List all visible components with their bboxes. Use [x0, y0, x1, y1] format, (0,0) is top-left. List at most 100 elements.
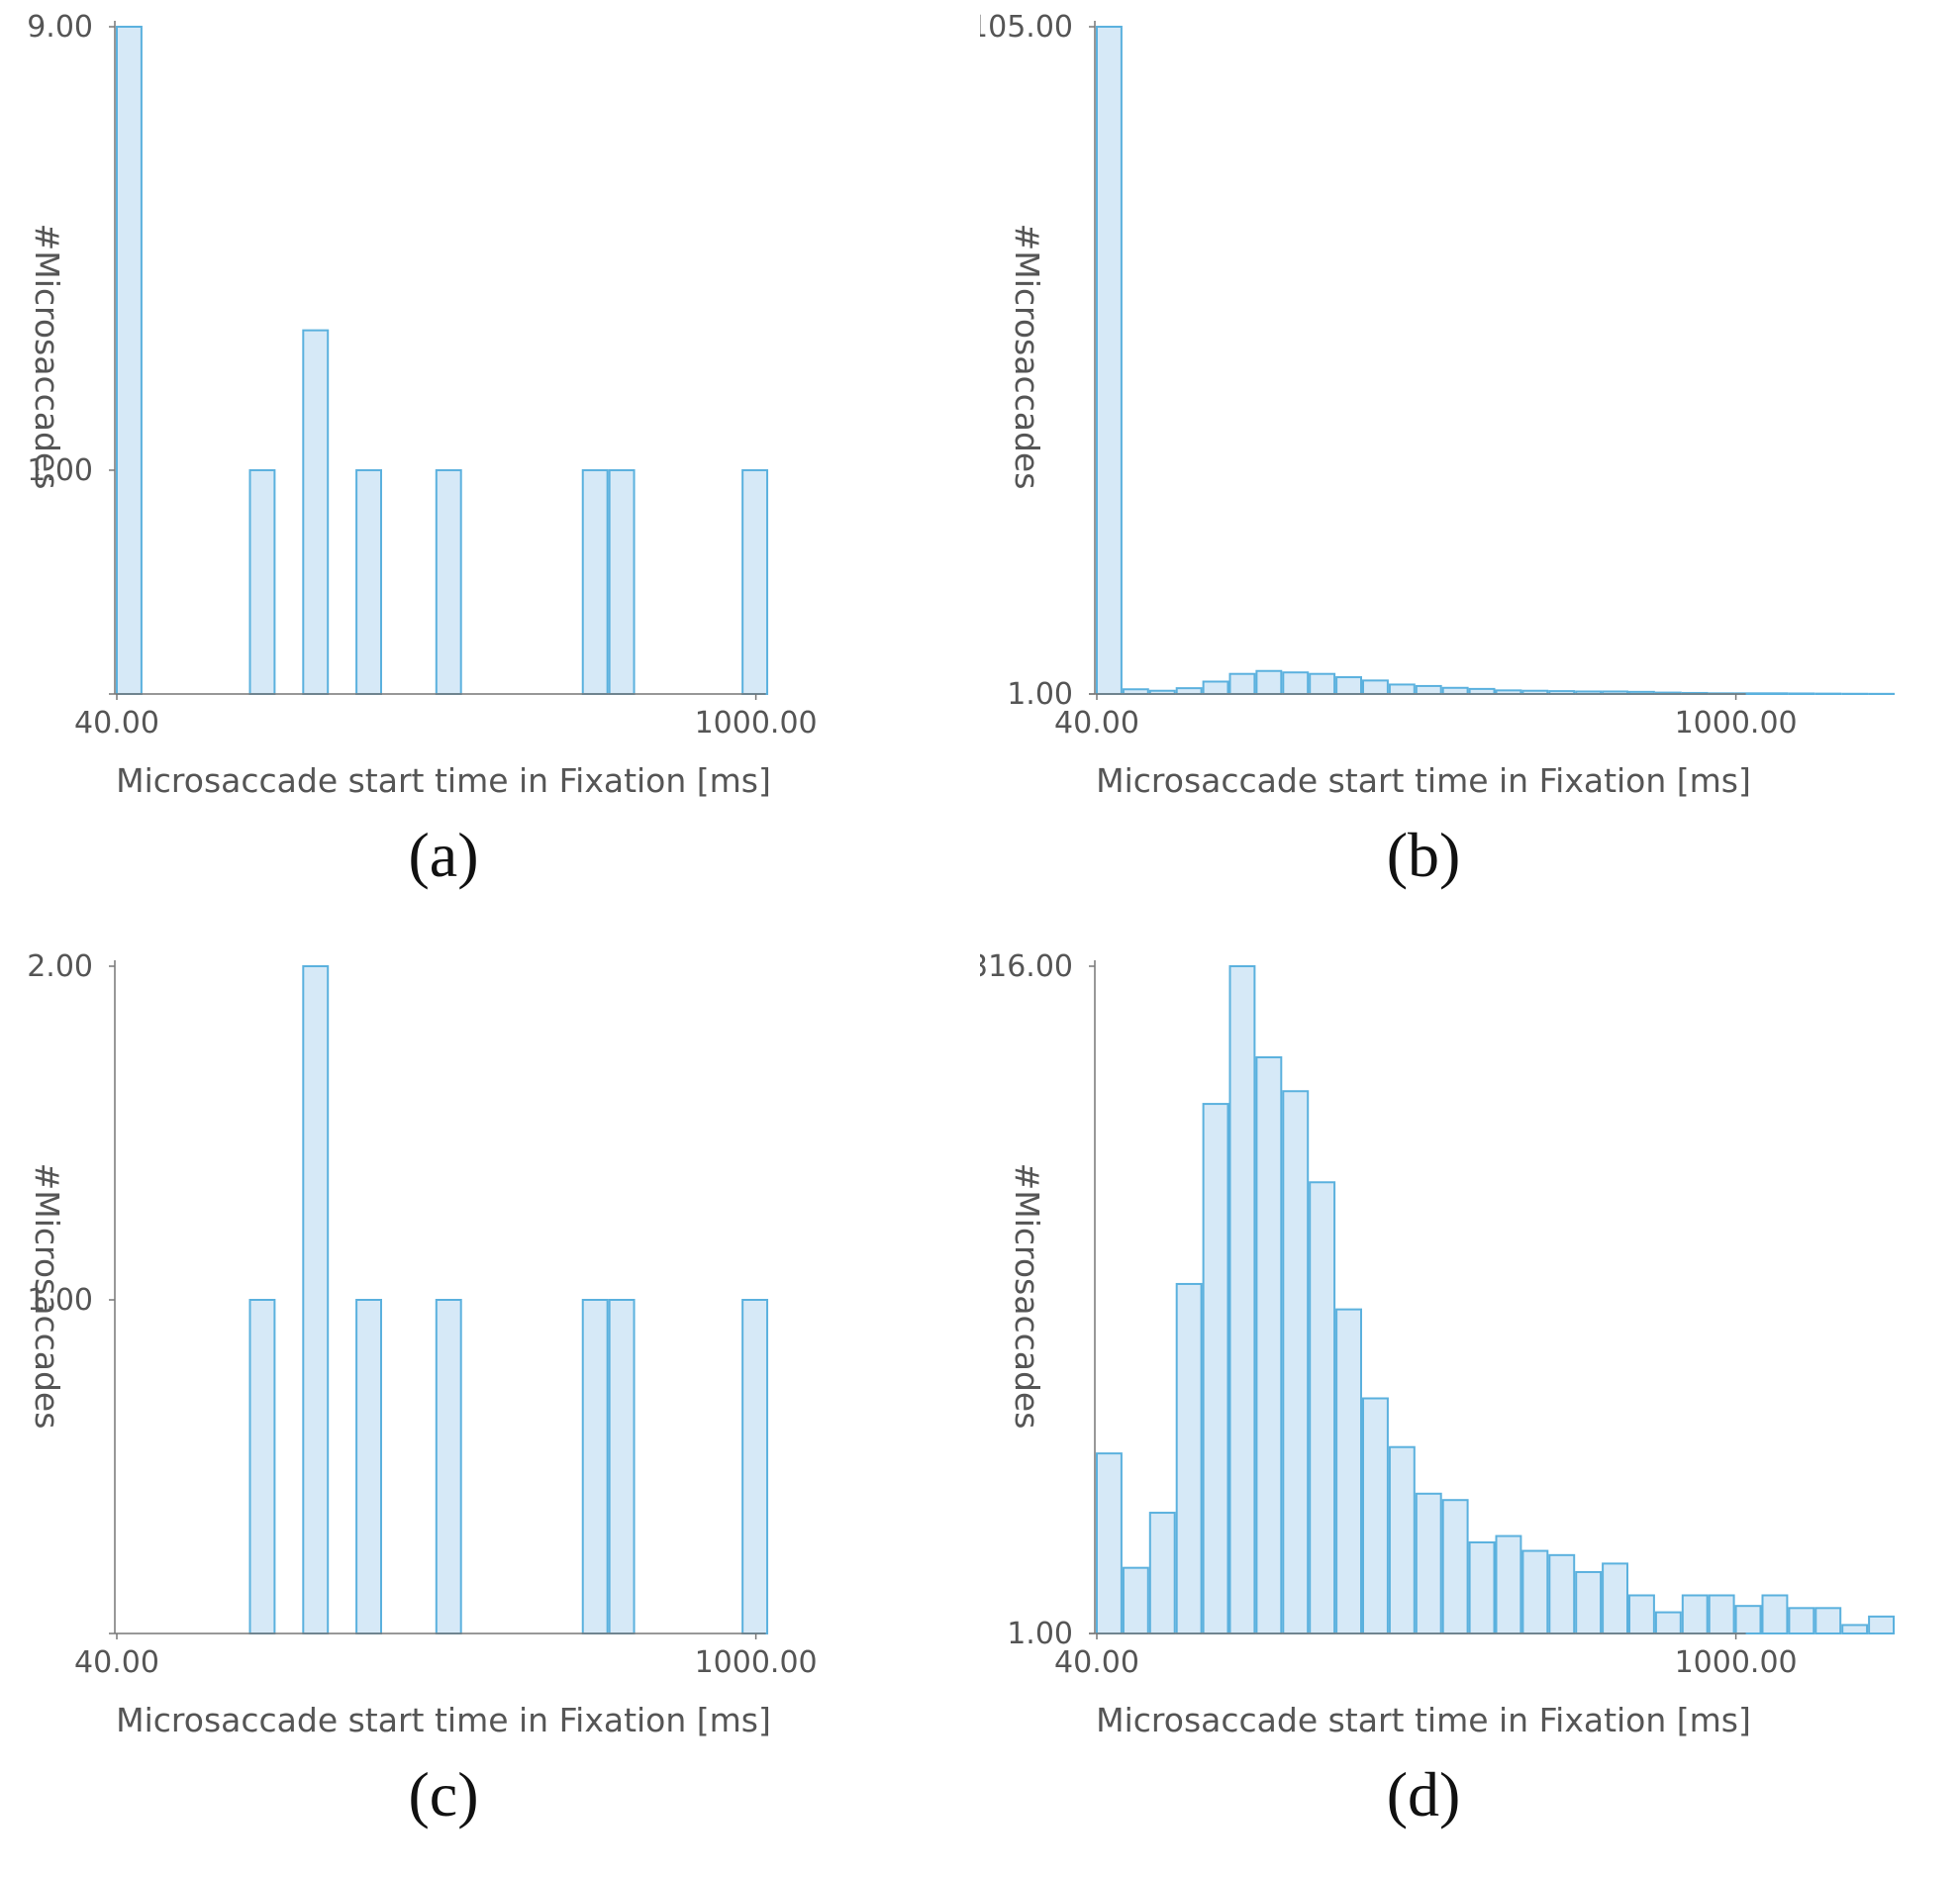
histogram-bar [1495, 1534, 1522, 1635]
histogram-bar [1521, 1549, 1549, 1634]
y-tick-label: 1.00 [27, 1283, 93, 1318]
histogram-bar [1309, 1181, 1336, 1634]
y-axis-title: #Microsaccades [1008, 1163, 1046, 1430]
histogram-bar [1548, 1553, 1576, 1635]
histogram-bar [1681, 1594, 1709, 1634]
bars-group [248, 965, 769, 1634]
y-axis-title: #Microsaccades [28, 224, 66, 490]
histogram-bar [1788, 1607, 1815, 1635]
histogram-bar [1122, 1566, 1149, 1634]
histogram-bar [1841, 1624, 1869, 1635]
histogram-bar [1175, 687, 1203, 696]
histogram-bar [581, 468, 609, 695]
histogram-bar [1175, 1282, 1203, 1634]
y-tick-label: 9.00 [27, 10, 93, 45]
chart-a: 9.00 1.00 40.00 1000.00 Microsaccade start t… [27, 10, 818, 890]
histogram-bar [1255, 1056, 1283, 1634]
histogram-bar [302, 329, 330, 695]
y-tick-label: 316.00 [980, 949, 1073, 984]
histogram-bar [1388, 683, 1416, 696]
histogram-bar [1282, 1090, 1310, 1635]
histogram-bar [1335, 676, 1363, 695]
chart-c: 2.00 1.00 40.00 1000.00 Microsaccade start t… [27, 949, 818, 1830]
histogram-bar [1282, 671, 1310, 695]
histogram-bar [1468, 687, 1496, 696]
histogram-bar [741, 468, 769, 695]
x-tick-label: 40.00 [1054, 1645, 1139, 1680]
histogram-bar [1441, 686, 1469, 696]
histogram-bar [1228, 672, 1256, 696]
y-tick-label: 1.00 [27, 453, 93, 488]
histogram-bar [1309, 672, 1336, 696]
histogram-bar [355, 1299, 383, 1634]
y-axis-title: #Microsaccades [28, 1163, 66, 1430]
histogram-bar [1148, 1512, 1176, 1634]
bars-group [1096, 965, 1895, 1635]
panel-caption: (a) [408, 820, 478, 890]
histogram-bar [608, 1299, 636, 1634]
x-tick-label: 40.00 [1054, 706, 1139, 741]
x-tick-label: 40.00 [74, 706, 159, 741]
histogram-bar [1096, 1452, 1123, 1634]
histogram-bar [1654, 1611, 1682, 1634]
histogram-bar [1628, 1594, 1655, 1634]
histogram-bar [1255, 669, 1283, 695]
histogram-panel-c: 2.00 1.00 40.00 1000.00 Microsaccade start t… [0, 940, 980, 1879]
x-tick-label: 1000.00 [1675, 1645, 1798, 1680]
histogram-bar [1415, 1492, 1442, 1635]
histogram-bar [1708, 1594, 1735, 1634]
histogram-bar [1335, 1308, 1363, 1634]
histogram-bar [581, 1299, 609, 1634]
histogram-bar [1096, 26, 1123, 695]
x-axis-title: Microsaccade start time in Fixation [ms] [116, 1701, 771, 1739]
histogram-bar [1575, 1570, 1603, 1635]
bars-group [1096, 26, 1895, 696]
histogram-bar [435, 1299, 462, 1634]
histogram-bar [1362, 679, 1389, 696]
histogram-bar [302, 965, 330, 1634]
histogram-bar [1761, 1594, 1789, 1634]
panel-caption: (d) [1387, 1759, 1461, 1830]
histogram-bar [435, 468, 462, 695]
histogram-bar [1202, 680, 1229, 695]
histogram-bar [1868, 1615, 1895, 1635]
histogram-bar [1388, 1445, 1416, 1635]
histogram-bar [355, 468, 383, 695]
histogram-bar [248, 1299, 276, 1634]
x-tick-label: 40.00 [74, 1645, 159, 1680]
panel-caption: (c) [408, 1759, 478, 1830]
y-tick-label: 9105.00 [980, 10, 1073, 45]
histogram-bar [1202, 1103, 1229, 1634]
histogram-bar [1734, 1605, 1762, 1634]
histogram-bar [1468, 1540, 1496, 1634]
histogram-panel-a: 9.00 1.00 40.00 1000.00 Microsaccade start t… [0, 0, 980, 940]
x-tick-label: 1000.00 [695, 1645, 818, 1680]
histogram-bar [116, 26, 143, 695]
x-tick-label: 1000.00 [1675, 706, 1798, 741]
histogram-bar [1788, 692, 1815, 695]
histogram-bar [1814, 1607, 1842, 1635]
histogram-bar [741, 1299, 769, 1634]
panel-caption: (b) [1387, 820, 1461, 890]
histogram-bar [1415, 684, 1442, 695]
y-axis-title: #Microsaccades [1008, 224, 1046, 490]
histogram-bar [248, 468, 276, 695]
histogram-bar [1761, 692, 1789, 696]
x-axis-title: Microsaccade start time in Fixation [ms] [1096, 761, 1751, 800]
histogram-bar [608, 468, 636, 695]
histogram-bar [1441, 1499, 1469, 1635]
histogram-bar [1362, 1397, 1389, 1634]
x-axis-title: Microsaccade start time in Fixation [ms] [116, 761, 771, 800]
y-tick-label: 1.00 [1007, 1617, 1073, 1651]
bars-group [116, 26, 769, 695]
histogram-bar [1602, 1562, 1628, 1635]
y-tick-label: 2.00 [27, 949, 93, 984]
x-tick-label: 1000.00 [695, 706, 818, 741]
y-tick-label: 1.00 [1007, 677, 1073, 712]
x-axis-title: Microsaccade start time in Fixation [ms] [1096, 1701, 1751, 1739]
histogram-bar [1228, 965, 1256, 1634]
